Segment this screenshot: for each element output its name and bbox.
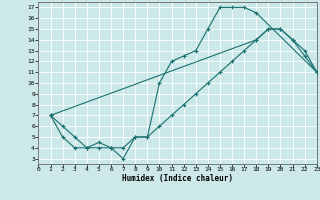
X-axis label: Humidex (Indice chaleur): Humidex (Indice chaleur) — [122, 174, 233, 183]
